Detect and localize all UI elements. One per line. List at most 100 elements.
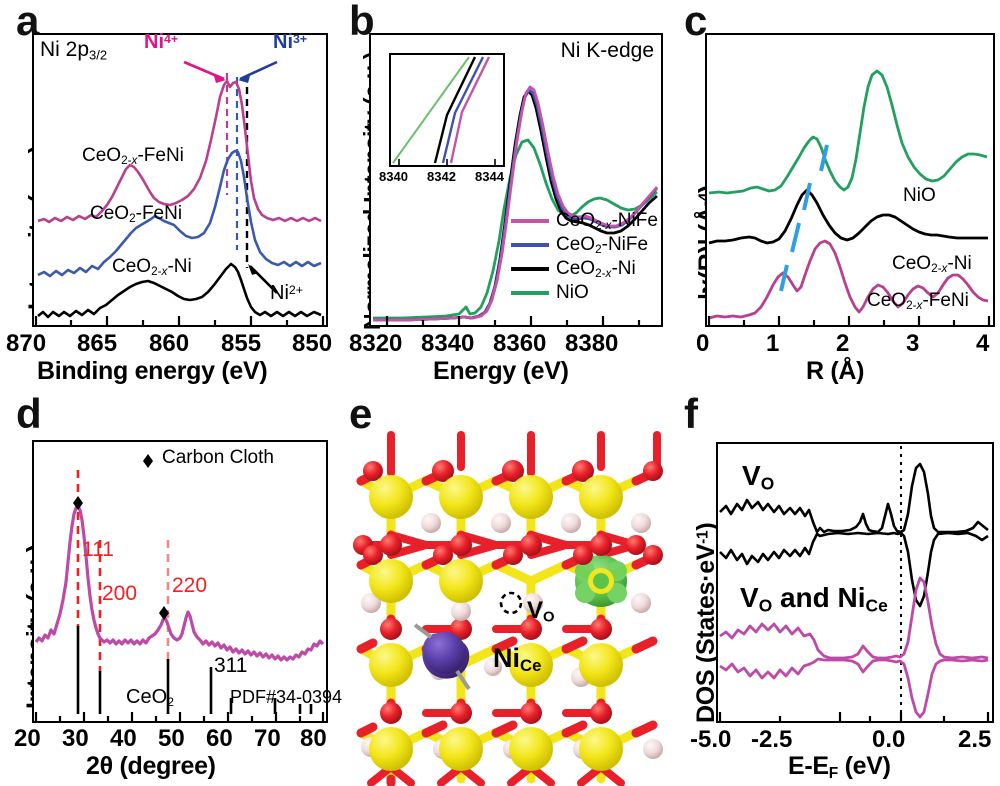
panel-d-legend-label: Carbon Cloth: [162, 447, 274, 468]
curve-vo-nice-spinup: [719, 576, 989, 660]
legend-swatch-0: [511, 219, 549, 223]
pdf-reference-sticks: [76, 626, 313, 714]
curve-ceo2x-ni: [37, 262, 322, 319]
inset-curve-ceo2x-nife: [449, 56, 491, 164]
panel-e-vacancy-label: VO: [527, 597, 555, 626]
panel-b-inset: [389, 53, 505, 167]
panel-e-structure: [353, 431, 663, 786]
panel-d-xtick-5: 70: [254, 725, 281, 752]
panel-f-xtick-2: 0.0: [872, 726, 906, 753]
legend-item-3: NiO: [511, 281, 658, 305]
curve-nio: [373, 138, 658, 320]
marker-nio: [819, 144, 829, 172]
panel-a-xtick-1: 865: [77, 330, 118, 357]
panel-c-curve-label-nio: NiO: [903, 185, 936, 206]
panel-b-xtick-2: 8360: [493, 330, 547, 357]
panel-d-hkl-220: 220: [172, 574, 208, 597]
panel-d-xtick-0: 20: [14, 725, 41, 752]
panel-b-curves: [373, 85, 659, 325]
panel-a-ni2-label: Ni2+: [270, 282, 304, 304]
panel-f-xlabel: E-EF (eV): [788, 752, 891, 782]
diamond-marker-peak1: [73, 496, 83, 510]
panel-d-xtick-1: 30: [62, 725, 89, 752]
legend-item-0: CeO2-x-NiFe: [511, 209, 658, 233]
panel-d-content: [34, 454, 325, 721]
ni-bonds: [413, 623, 471, 691]
panel-d-hkl-311: 311: [214, 654, 248, 677]
panel-d-pdf-label: PDF#34-0394: [230, 687, 343, 707]
inset-curve-ceo2-nife: [441, 56, 485, 164]
panel-f-plot: VO VO and NiCe: [716, 442, 994, 723]
panel-c-xlabel: R (Å): [806, 357, 865, 385]
panel-a-ni3-label: Ni3+: [273, 31, 308, 53]
legend-swatch-2: [511, 267, 549, 271]
panel-d-xtick-3: 50: [158, 725, 185, 752]
panel-f-xtick-0: -5.0: [690, 726, 732, 753]
panel-b-inset-xticks: [398, 159, 496, 165]
panel-b-xlabel: Energy (eV): [433, 357, 569, 385]
cerium-atoms: [369, 475, 623, 771]
panel-d: d Intensity (a.u.): [0, 390, 342, 786]
panel-d-xtick-4: 60: [206, 725, 233, 752]
curve-b-ceo2x-nife: [373, 85, 659, 322]
panel-c-xtick-1: 1: [766, 330, 780, 357]
marker-ceo2x-feni-2: [779, 264, 789, 292]
oxygen-atoms: [353, 460, 663, 724]
panel-e-dopant-label: NiCe: [493, 643, 542, 676]
legend-label-2: CeO2-x-Ni: [556, 258, 636, 280]
panel-b-inset-xtick-2: 8344: [475, 169, 504, 184]
panel-c-xtick-0: 0: [696, 330, 710, 357]
curve-vo-nice-spindown: [719, 657, 989, 719]
diamond-marker-peak2: [159, 606, 169, 620]
panel-a-xtick-4: 850: [292, 330, 333, 357]
panel-a-xtick-2: 860: [149, 330, 190, 357]
panel-a-xtick-3: 855: [221, 330, 262, 357]
panel-b-xtick-0: 8320: [349, 330, 403, 357]
curve-vo-spinup: [719, 462, 989, 534]
legend-item-2: CeO2-x-Ni: [511, 257, 658, 281]
legend-label-0: CeO2-x-NiFe: [556, 210, 658, 232]
panel-c-curve-label-feni: CeO2-x-FeNi: [867, 290, 969, 312]
panel-f-letter: f: [684, 390, 698, 437]
panel-d-letter: d: [16, 390, 42, 437]
panel-a-xtick-0: 870: [6, 330, 47, 357]
panel-b-inset-xtick-1: 8342: [427, 169, 456, 184]
panel-b-xtick-1: 8340: [421, 330, 475, 357]
inset-curve-nio: [392, 56, 470, 164]
panel-f-xtick-3: 2.5: [958, 726, 992, 753]
panel-d-xlabel: 2θ (degree): [86, 752, 216, 780]
curve-c-ceo2x-ni: [708, 188, 988, 245]
ni4-arrow-head: [214, 76, 226, 83]
panel-f-curve-label-vo: VO: [742, 460, 775, 494]
panel-c-xtick-3: 3: [906, 330, 920, 357]
panel-d-hkl-111: 111: [82, 538, 114, 561]
panel-a-xticks: [34, 316, 325, 325]
diamond-marker-legend: [143, 454, 153, 468]
panel-b-plot: Ni K-edge 8340 8342 8344 CeO2-x-NiFe: [369, 33, 663, 327]
panel-c-curve-label-ni: CeO2-x-Ni: [892, 253, 972, 275]
panel-a-letter: a: [16, 0, 40, 44]
ni4-arrow-line: [183, 60, 225, 81]
panel-a-plot: Ni 2p3/2: [32, 31, 328, 327]
panel-d-xtick-2: 40: [110, 725, 137, 752]
panel-a-curve-label-3: CeO2-x-Ni: [112, 256, 192, 278]
panel-a-inner-title: Ni 2p3/2: [40, 38, 108, 63]
curve-ceo2-feni: [37, 149, 322, 278]
panel-a-xlabel: Binding energy (eV): [37, 357, 268, 385]
legend-label-3: NiO: [556, 282, 589, 303]
oxygen-vacancy-charge-cloud: [575, 555, 627, 607]
panel-f-xtick-1: -2.5: [751, 726, 793, 753]
ni-dopant-charge-cloud: [422, 632, 470, 679]
panel-f-curves: [718, 446, 990, 721]
panel-c-xtick-4: 4: [976, 330, 990, 357]
ni2-arrow-head: [248, 264, 258, 275]
panel-f-xticks: [718, 712, 990, 721]
panel-f-curve-label-vo-nice: VO and NiCe: [740, 582, 888, 616]
curve-c-ceo2x-feni: [708, 239, 989, 320]
marker-ceo2x-feni-1: [790, 222, 801, 253]
panel-d-hkl-200: 200: [102, 582, 138, 605]
panel-d-plot: Carbon Cloth 111 200 220 311 CeO2 PDF#34…: [32, 440, 342, 723]
panel-d-xticks: [34, 712, 325, 721]
inset-curve-ceo2x-ni: [433, 56, 477, 164]
panel-c-plot: NiO CeO2-x-Ni CeO2-x-FeNi: [705, 33, 995, 327]
